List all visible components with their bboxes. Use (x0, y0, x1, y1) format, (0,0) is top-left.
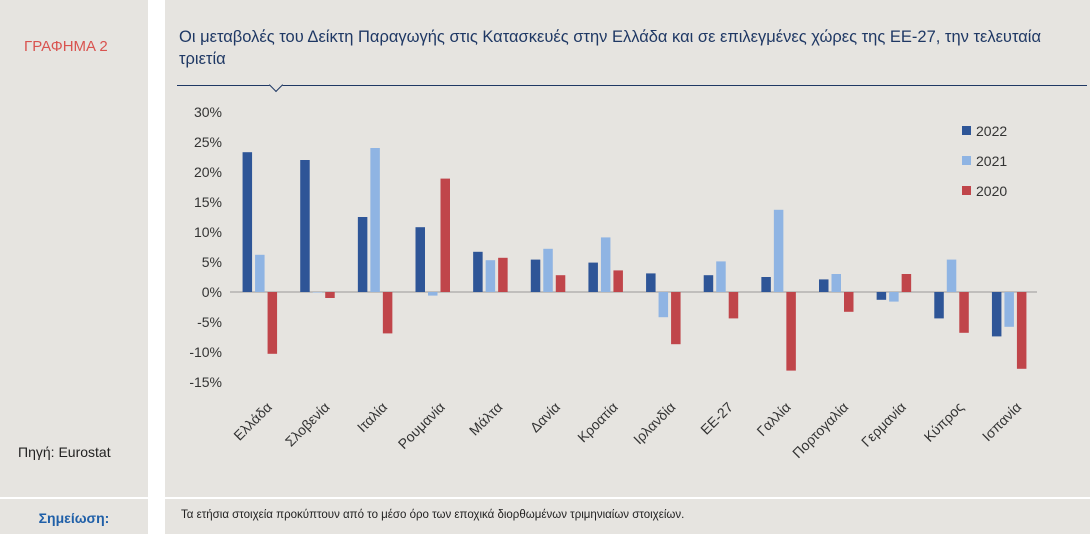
bar-2021-0 (255, 254, 265, 292)
bar-2020-3 (440, 178, 450, 292)
x-category-label: Πορτογαλία (789, 399, 851, 461)
chart-panel: Οι μεταβολές του Δείκτη Παραγωγής στις Κ… (165, 0, 1090, 497)
legend-label-2021: 2021 (976, 153, 1007, 169)
title-divider (177, 85, 1087, 86)
x-category-label: Ελλάδα (230, 399, 275, 444)
bar-2022-8 (703, 275, 714, 292)
bar-2021-4 (485, 260, 496, 292)
legend-label-2022: 2022 (976, 123, 1007, 139)
bar-2020-2 (382, 292, 393, 334)
y-tick-label: 5% (202, 254, 222, 270)
bar-2021-8 (716, 261, 726, 292)
bar-2021-10 (831, 274, 841, 292)
bar-2021-7 (658, 292, 669, 318)
bar-2020-13 (1016, 292, 1027, 369)
x-category-label: Ρουμανία (395, 399, 448, 452)
legend-swatch-2020 (962, 186, 971, 195)
bar-2022-10 (819, 279, 829, 292)
x-category-label: ΕΕ-27 (697, 399, 736, 438)
y-tick-label: 0% (202, 284, 222, 300)
note-label: Σημείωση: (0, 499, 148, 534)
x-category-label: Γερμανία (858, 399, 909, 450)
x-category-label: Ισπανία (979, 399, 1024, 444)
x-category-label: Κροατία (574, 399, 621, 446)
y-tick-label: -5% (197, 314, 222, 330)
bar-2020-1 (325, 292, 335, 298)
y-tick-label: 10% (194, 224, 222, 240)
bar-2021-2 (370, 148, 380, 292)
x-category-label: Δανία (527, 399, 564, 436)
x-category-label: Ιρλανδία (630, 399, 678, 447)
note-box: Τα ετήσια στοιχεία προκύπτουν από το μέσ… (165, 499, 1090, 534)
chart-number-label: ΓΡΑΦΗΜΑ 2 (24, 38, 108, 55)
bar-2022-13 (991, 292, 1002, 337)
bar-2021-11 (889, 292, 899, 302)
legend-swatch-2022 (962, 126, 971, 135)
y-tick-label: -10% (189, 344, 222, 360)
bar-2020-4 (498, 257, 508, 292)
legend-label-2020: 2020 (976, 183, 1007, 199)
bar-2020-0 (267, 292, 278, 354)
bar-2020-5 (555, 275, 566, 292)
bar-2022-9 (761, 277, 771, 292)
bar-2020-6 (613, 270, 623, 292)
bar-2021-9 (773, 209, 784, 292)
bar-2020-11 (901, 274, 912, 292)
bar-2022-5 (530, 259, 541, 292)
left-panel: ΓΡΑΦΗΜΑ 2 Πηγή: Eurostat (0, 0, 148, 497)
bar-2020-7 (671, 292, 681, 345)
bar-2022-7 (646, 273, 656, 292)
x-category-label: Γαλλία (753, 399, 793, 439)
bar-2022-0 (242, 152, 253, 292)
y-tick-label: 20% (194, 164, 222, 180)
bar-2022-6 (588, 262, 598, 292)
bar-2021-13 (1004, 292, 1014, 327)
source-text: Πηγή: Eurostat (18, 444, 111, 460)
chart-title: Οι μεταβολές του Δείκτη Παραγωγής στις Κ… (179, 28, 1041, 68)
bar-2022-2 (357, 217, 368, 292)
bar-2022-1 (300, 160, 310, 292)
bar-2020-9 (786, 292, 796, 371)
bar-2021-6 (600, 237, 611, 292)
y-tick-label: 25% (194, 134, 222, 150)
x-category-label: Σλοβενία (282, 399, 333, 450)
bar-2021-5 (543, 248, 553, 292)
bar-2020-10 (844, 292, 854, 312)
x-category-label: Μάλτα (466, 399, 506, 439)
legend-swatch-2021 (962, 156, 971, 165)
y-tick-label: -15% (189, 374, 222, 390)
bar-2022-4 (473, 251, 483, 292)
bar-2021-12 (946, 259, 957, 292)
bar-2021-3 (428, 292, 438, 296)
bar-2022-3 (415, 227, 425, 292)
bar-chart: 30% 25% 20% 15% 10% 5% 0% -5% -10% -15% Ελλάδα Σλοβ… (189, 104, 1037, 461)
bar-2020-12 (959, 292, 969, 333)
bar-2022-12 (934, 292, 944, 319)
x-category-label: Ιταλία (354, 399, 390, 435)
bar-2020-8 (728, 292, 739, 319)
bar-2022-11 (876, 292, 887, 300)
bar-2021-1 (312, 292, 323, 293)
y-tick-label: 30% (194, 104, 222, 120)
note-text: Τα ετήσια στοιχεία προκύπτουν από το μέσ… (181, 509, 685, 521)
x-category-label: Κύπρος (921, 399, 967, 445)
y-tick-label: 15% (194, 194, 222, 210)
